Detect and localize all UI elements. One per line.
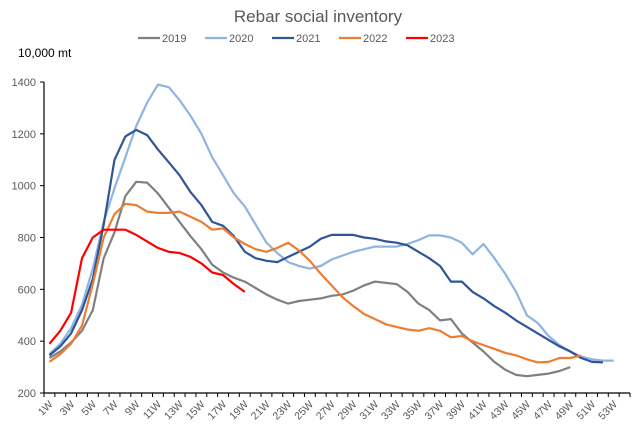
legend-label-2019: 2019: [162, 33, 186, 45]
legend-label-2023: 2023: [430, 33, 454, 45]
x-tick-label: 53W: [596, 399, 620, 423]
x-tick-label: 33W: [379, 399, 403, 423]
x-tick-label: 29W: [336, 399, 360, 423]
x-tick-label: 39W: [444, 399, 468, 423]
legend-label-2021: 2021: [296, 33, 320, 45]
x-tick-label: 3W: [58, 399, 78, 419]
x-tick-label: 23W: [271, 399, 295, 423]
y-tick-label: 600: [18, 284, 36, 296]
x-axis: 1W 3W 5W 7W 9W11W13W15W17W19W21W23W25W27W29W…: [36, 392, 631, 423]
x-tick-label: 51W: [574, 399, 598, 423]
x-tick-label: 35W: [401, 399, 425, 423]
x-tick-label: 43W: [488, 399, 512, 423]
series-line-2022: [48, 202, 582, 364]
y-axis: 200 400 600 800 1000 1200 1400: [12, 77, 45, 400]
x-tick-label: 9W: [123, 399, 143, 419]
x-tick-label: 41W: [466, 399, 490, 423]
x-tick-label: 37W: [422, 399, 446, 423]
x-tick-label: 5W: [79, 399, 99, 419]
x-tick-label: 45W: [509, 399, 533, 423]
x-tick-label: 15W: [184, 399, 208, 423]
x-tick-label: 17W: [205, 399, 229, 423]
series-line-2020: [48, 83, 614, 362]
x-tick-label: 21W: [249, 399, 273, 423]
y-tick-label: 200: [18, 388, 36, 400]
series-line-2019: [48, 180, 571, 378]
x-tick-label: 7W: [101, 399, 121, 419]
legend-label-2022: 2022: [363, 33, 387, 45]
x-tick-label: 47W: [531, 399, 555, 423]
x-tick-label: 27W: [314, 399, 338, 423]
x-tick-label: 1W: [36, 399, 56, 419]
series-line-2023: [48, 228, 246, 345]
y-tick-label: 400: [18, 336, 36, 348]
x-tick-label: 31W: [357, 399, 381, 423]
y-tick-label: 1400: [12, 77, 36, 89]
x-tick-label: 25W: [292, 399, 316, 423]
legend-label-2020: 2020: [229, 33, 253, 45]
chart-title: Rebar social inventory: [234, 7, 403, 26]
x-tick-label: 13W: [162, 399, 186, 423]
y-tick-label: 800: [18, 233, 36, 245]
y-axis-unit-label: 10,000 mt: [18, 46, 72, 60]
series-line-2021: [48, 128, 603, 364]
x-tick-label: 49W: [553, 399, 577, 423]
y-tick-label: 1200: [12, 129, 36, 141]
series-group: [48, 83, 614, 378]
x-tick-label: 11W: [141, 399, 164, 422]
y-tick-label: 1000: [12, 181, 36, 193]
x-tick-label: 19W: [227, 399, 251, 423]
legend: 2019 2020 2021 2022 2023: [138, 33, 454, 45]
